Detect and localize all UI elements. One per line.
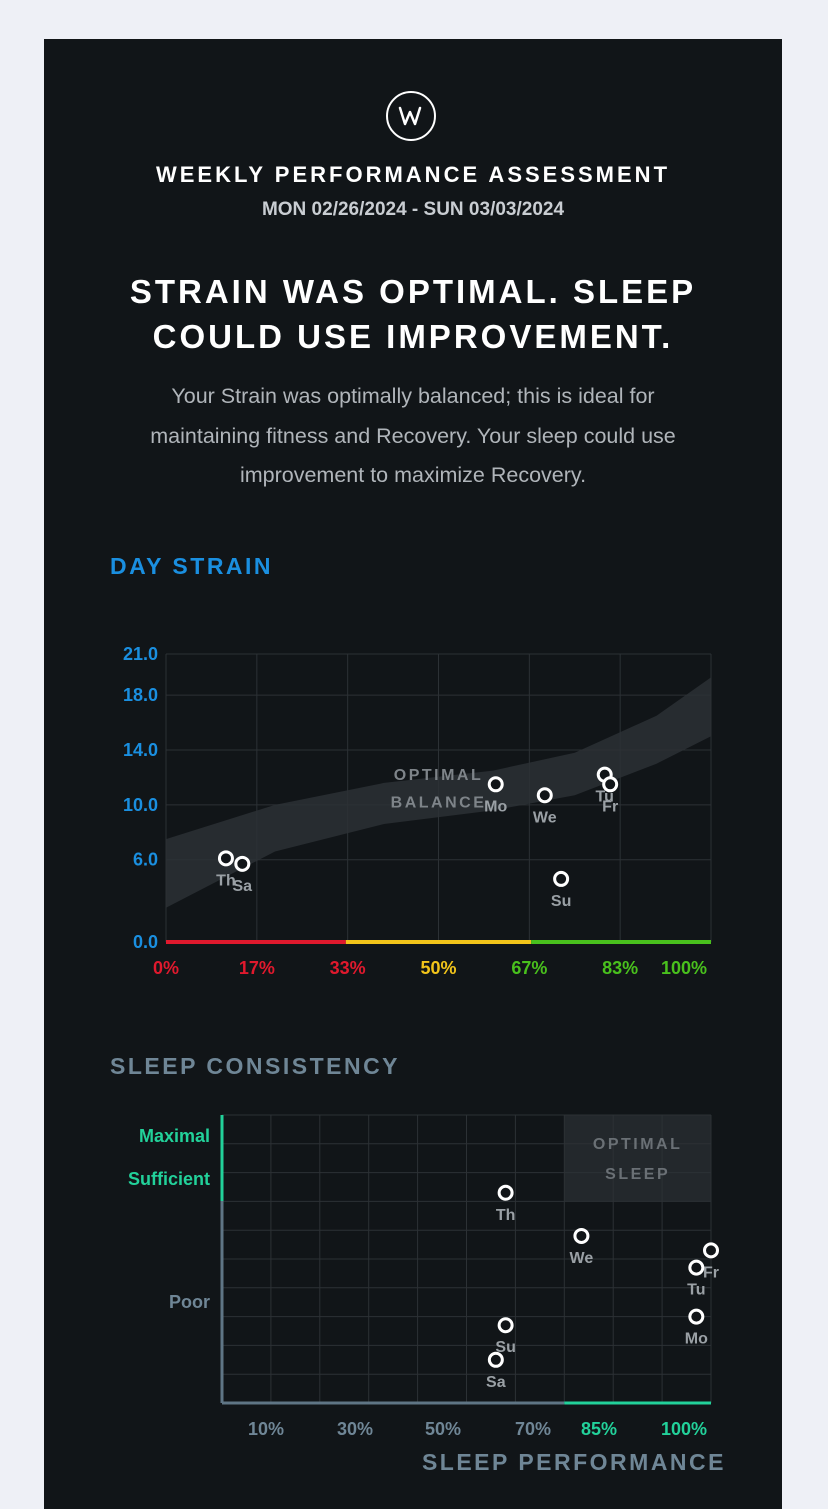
assessment-card: WEEKLY PERFORMANCE ASSESSMENT MON 02/26/… xyxy=(44,39,782,1509)
summary-line-1: Your Strain was optimally balanced; this… xyxy=(171,384,655,408)
sleep-point-label: We xyxy=(570,1250,594,1267)
sleep-chart: OPTIMAL SLEEP Maximal Sufficient Poor 10% 30% 5… xyxy=(128,1114,726,1475)
summary-text: Your Strain was optimally balanced; this… xyxy=(84,377,742,496)
optimal-sleep-zone xyxy=(564,1115,711,1201)
sleep-point-label: Fr xyxy=(703,1264,719,1281)
x-tick-label: 0% xyxy=(153,958,179,978)
x-tick-label: 85% xyxy=(581,1419,617,1439)
strain-point xyxy=(536,787,553,804)
sleep-point-label: Sa xyxy=(486,1374,506,1391)
strain-point xyxy=(217,850,234,867)
strain-point xyxy=(602,776,619,793)
sleep-chart-title: SLEEP CONSISTENCY xyxy=(110,1053,401,1079)
summary-line-2: maintaining fitness and Recovery. Your s… xyxy=(150,423,676,448)
sleep-point-label: Th xyxy=(496,1207,516,1224)
y-tick-label: 10.0 xyxy=(123,795,158,815)
sleep-point xyxy=(688,1259,705,1276)
date-range: MON 02/26/2024 - SUN 03/03/2024 xyxy=(261,199,565,220)
x-tick-label: 83% xyxy=(602,958,638,978)
sleep-point xyxy=(573,1227,590,1244)
headline: STRAIN WAS OPTIMAL. SLEEP COULD USE IMPR… xyxy=(84,269,742,359)
y-level-label: Poor xyxy=(169,1292,210,1312)
strain-point-label: Su xyxy=(551,893,571,910)
x-tick-label: 17% xyxy=(239,958,275,978)
x-tick-label: 100% xyxy=(661,958,707,978)
y-tick-label: 0.0 xyxy=(133,932,158,952)
summary-line-3: improvement to maximize Recovery. xyxy=(239,463,587,487)
x-tick-label: 50% xyxy=(420,958,456,978)
whoop-logo-icon xyxy=(386,91,436,141)
sleep-point xyxy=(703,1242,719,1259)
x-axis-label: SLEEP PERFORMANCE xyxy=(422,1449,726,1475)
x-tick-label: 30% xyxy=(337,1419,373,1439)
x-tick-label: 70% xyxy=(515,1419,551,1439)
sleep-point-label: Tu xyxy=(687,1282,705,1299)
optimal-balance-label: BALANCE xyxy=(391,795,487,812)
x-tick-label: 67% xyxy=(511,958,547,978)
strain-chart-title: DAY STRAIN xyxy=(110,553,274,579)
strain-point-label: Th xyxy=(216,872,236,889)
report-title: WEEKLY PERFORMANCE ASSESSMENT xyxy=(155,162,671,187)
y-level-label: Maximal xyxy=(139,1126,210,1146)
sleep-point xyxy=(688,1308,705,1325)
strain-point xyxy=(487,776,504,793)
x-tick-label: 10% xyxy=(248,1419,284,1439)
optimal-sleep-label: SLEEP xyxy=(605,1166,670,1183)
x-tick-label: 33% xyxy=(330,958,366,978)
optimal-balance-label: OPTIMAL xyxy=(394,767,484,784)
sleep-point xyxy=(487,1351,504,1368)
strain-point xyxy=(234,855,251,872)
y-tick-label: 14.0 xyxy=(123,740,158,760)
strain-point-label: Tu xyxy=(596,789,614,806)
headline-line-1: STRAIN WAS OPTIMAL. SLEEP xyxy=(129,273,697,310)
headline-line-2: COULD USE IMPROVEMENT. xyxy=(152,318,674,355)
y-tick-label: 21.0 xyxy=(123,644,158,664)
strain-point-label: Fr xyxy=(602,798,618,815)
y-level-label: Sufficient xyxy=(128,1169,210,1189)
sleep-point-label: Mo xyxy=(685,1331,708,1348)
y-tick-label: 6.0 xyxy=(133,850,158,870)
sleep-point xyxy=(497,1184,514,1201)
sleep-point xyxy=(497,1317,514,1334)
strain-chart: OPTIMAL BALANCE 0.0 6.0 10.0 14.0 18.0 21.0 0% 17… xyxy=(123,644,712,978)
x-tick-label: 50% xyxy=(425,1419,461,1439)
strain-point-label: We xyxy=(533,809,557,826)
strain-point xyxy=(553,870,570,887)
strain-point-label: Mo xyxy=(484,798,507,815)
sleep-point-label: Su xyxy=(495,1339,515,1356)
strain-point-label: Sa xyxy=(233,878,253,895)
optimal-sleep-label: OPTIMAL xyxy=(593,1136,683,1153)
y-tick-label: 18.0 xyxy=(123,685,158,705)
x-tick-label: 100% xyxy=(661,1419,707,1439)
